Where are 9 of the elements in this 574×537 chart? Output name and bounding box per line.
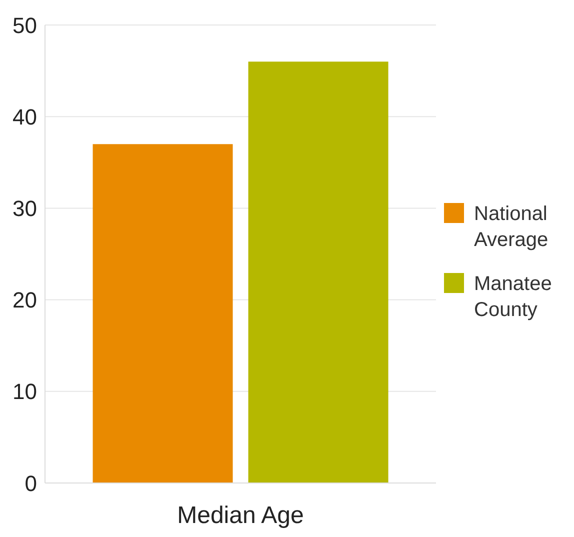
y-tick-label: 0 — [24, 470, 37, 496]
y-tick-label: 50 — [12, 12, 37, 38]
x-axis-title: Median Age — [177, 502, 304, 529]
legend-label: National Average — [474, 202, 550, 252]
y-tick-label: 20 — [12, 288, 37, 313]
y-tick-label: 10 — [12, 379, 37, 404]
legend-label: Manatee County — [474, 272, 553, 322]
y-tick-label: 30 — [12, 196, 37, 222]
y-tick-label: 40 — [12, 104, 37, 130]
